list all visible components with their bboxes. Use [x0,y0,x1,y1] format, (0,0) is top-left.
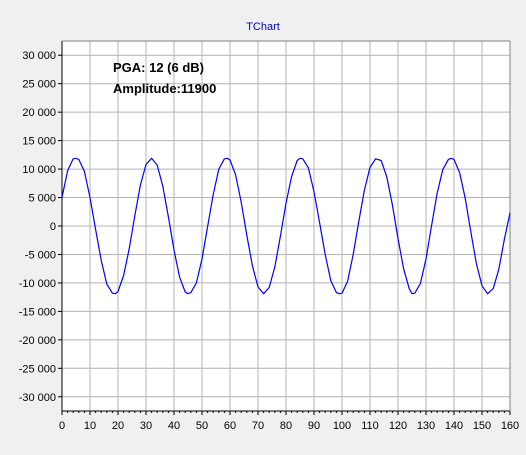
x-tick-label: 140 [445,420,463,432]
x-tick-label: 130 [417,420,435,432]
y-tick-label: 25 000 [22,79,56,91]
x-tick-label: 160 [501,420,519,432]
series-group [61,157,511,295]
y-tick-label: -5 000 [25,249,56,261]
annotations: PGA: 12 (6 dB) Amplitude:11900 [113,60,216,96]
x-tick-label: 30 [140,420,152,432]
x-tick-label: 120 [389,420,407,432]
y-tick-label: -10 000 [19,278,56,290]
series-line [61,157,511,295]
x-tick-label: 110 [361,420,379,432]
x-tick-label: 90 [308,420,320,432]
y-tick-label: 5 000 [28,193,56,205]
x-tick-label: 100 [333,420,351,432]
x-tick-label: 10 [84,420,96,432]
y-tick-label: 30 000 [22,50,56,62]
x-tick-label: 20 [112,420,124,432]
annotation-label: PGA: 12 (6 dB) [113,60,204,75]
chart-title: TChart [246,21,280,33]
x-tick-label: 60 [224,420,236,432]
axes: 30 000 25 000 20 000 15 000 10 000 5 000 0 -5 0… [19,40,519,432]
x-tick-label: 80 [280,420,292,432]
y-tick-label: 0 [50,221,56,233]
x-tick-label: 70 [252,420,264,432]
y-tick-label: -30 000 [19,392,56,404]
y-tick-label: -25 000 [19,363,56,375]
y-tick-label: 15 000 [22,136,56,148]
y-tick-label: 10 000 [22,164,56,176]
grid [62,41,511,411]
y-tick-label: -20 000 [19,335,56,347]
x-tick-label: 0 [59,420,65,432]
annotation-label: Amplitude:11900 [113,81,216,96]
x-tick-label: 50 [196,420,208,432]
x-tick-label: 150 [473,420,491,432]
x-tick-label: 40 [168,420,180,432]
y-tick-label: 20 000 [22,107,56,119]
y-tick-label: -15 000 [19,306,56,318]
